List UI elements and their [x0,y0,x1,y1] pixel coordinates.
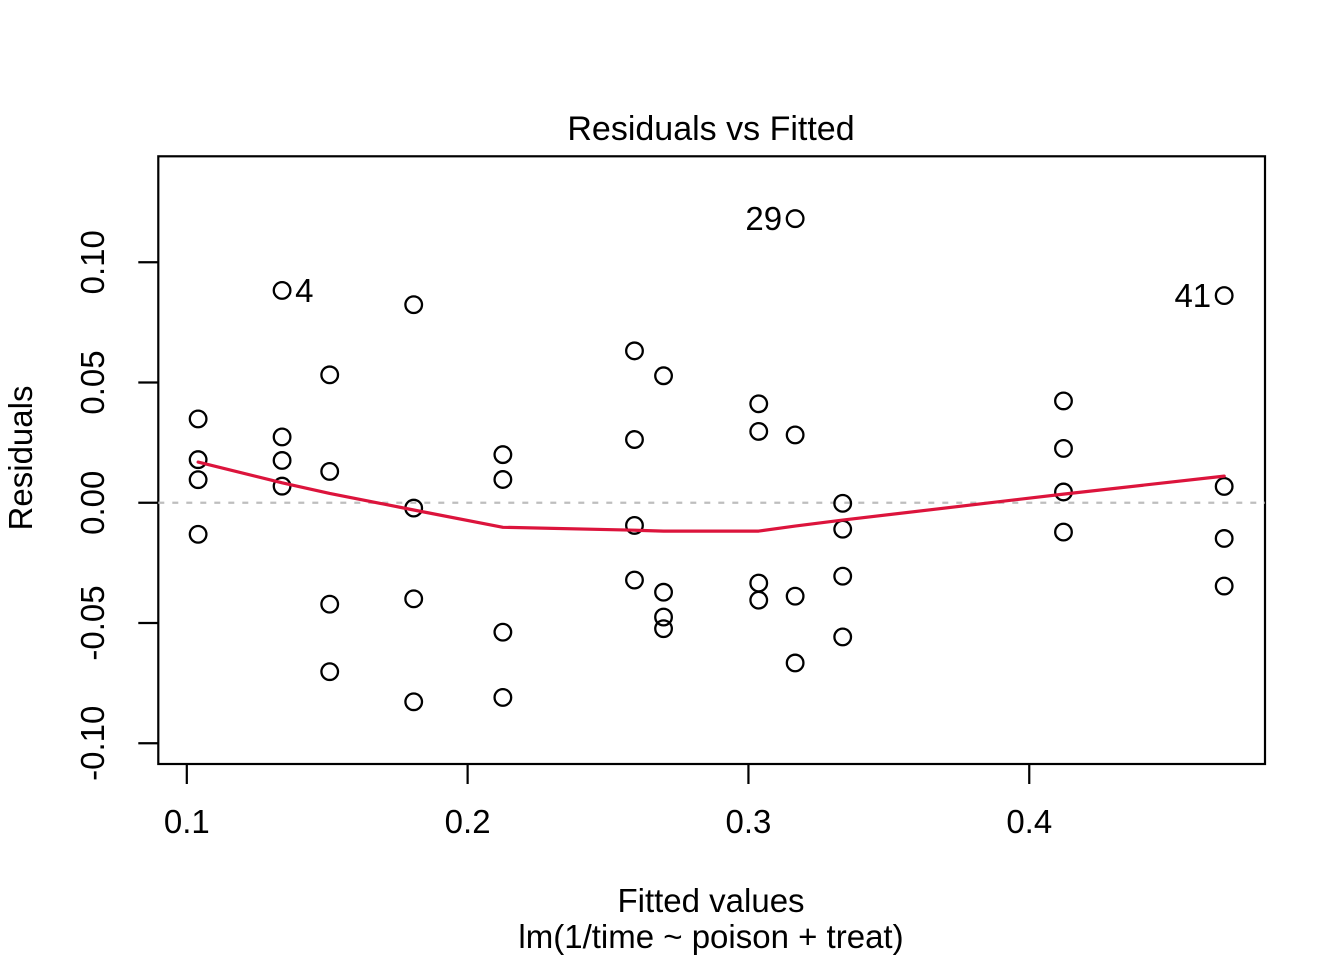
data-point [785,653,805,673]
data-point [404,589,424,609]
data-point [749,421,769,441]
data-point [272,451,292,470]
y-tick-label: 0.00 [74,471,111,535]
y-tick-label: 0.05 [74,350,111,414]
data-point [749,573,769,593]
data-point [404,692,424,712]
outlier-label: 4 [295,272,313,309]
data-point [833,519,853,539]
data-point [654,582,673,602]
data-point [654,619,673,639]
data-point [625,515,644,535]
outlier-label: 41 [1174,277,1211,314]
outlier-label: 29 [745,200,782,237]
data-point [493,622,513,642]
data-point [1054,522,1073,542]
data-points-group [188,209,1234,712]
x-axis-ticks: 0.1 0.2 0.3 0.4 [164,764,1052,840]
data-point [493,445,513,465]
data-point [625,570,644,590]
data-point [493,470,513,489]
data-point [785,586,805,606]
x-axis-title: Fitted values [617,882,804,919]
x-tick-label: 0.1 [164,803,210,840]
data-point [833,493,853,513]
data-point [320,662,340,682]
lowess-smooth-line-group [196,460,1226,533]
data-point [654,607,673,627]
x-tick-label: 0.3 [725,803,771,840]
y-tick-label: -0.05 [74,585,111,660]
plot-box [157,155,1267,766]
y-tick-label: 0.10 [74,230,111,294]
data-point [625,341,644,361]
data-point [1054,438,1073,458]
data-point [833,566,853,586]
x-tick-label: 0.2 [445,803,491,840]
data-point [188,450,208,470]
data-point [1214,576,1234,596]
data-point [625,430,644,449]
data-point [1214,476,1234,496]
data-point [188,524,208,544]
data-point [654,366,673,386]
data-point [833,627,853,647]
y-tick-label: -0.10 [74,706,111,781]
data-point [320,594,340,614]
x-tick-label: 0.4 [1006,803,1052,840]
data-point [1214,529,1234,548]
y-axis-title: Residuals [2,386,39,531]
data-point [404,295,424,315]
data-point [749,590,769,610]
data-point [785,209,805,229]
data-point [493,688,513,707]
x-axis-subtitle: lm(1/time ~ poison + treat) [518,918,903,955]
data-point [1054,391,1073,411]
data-point [188,409,208,429]
data-point [272,280,292,300]
data-point [272,427,292,447]
data-point [320,365,340,385]
data-point [785,425,805,445]
data-point [1214,286,1234,306]
data-point [749,394,769,414]
lowess-smooth-line [196,460,1226,533]
data-point [188,470,208,490]
data-point [320,461,340,481]
y-axis-ticks: -0.10 -0.05 0.00 0.05 0.10 [74,230,159,781]
plot-title: Residuals vs Fitted [567,110,854,148]
outlier-labels-group: 29 4 41 [295,200,1211,314]
